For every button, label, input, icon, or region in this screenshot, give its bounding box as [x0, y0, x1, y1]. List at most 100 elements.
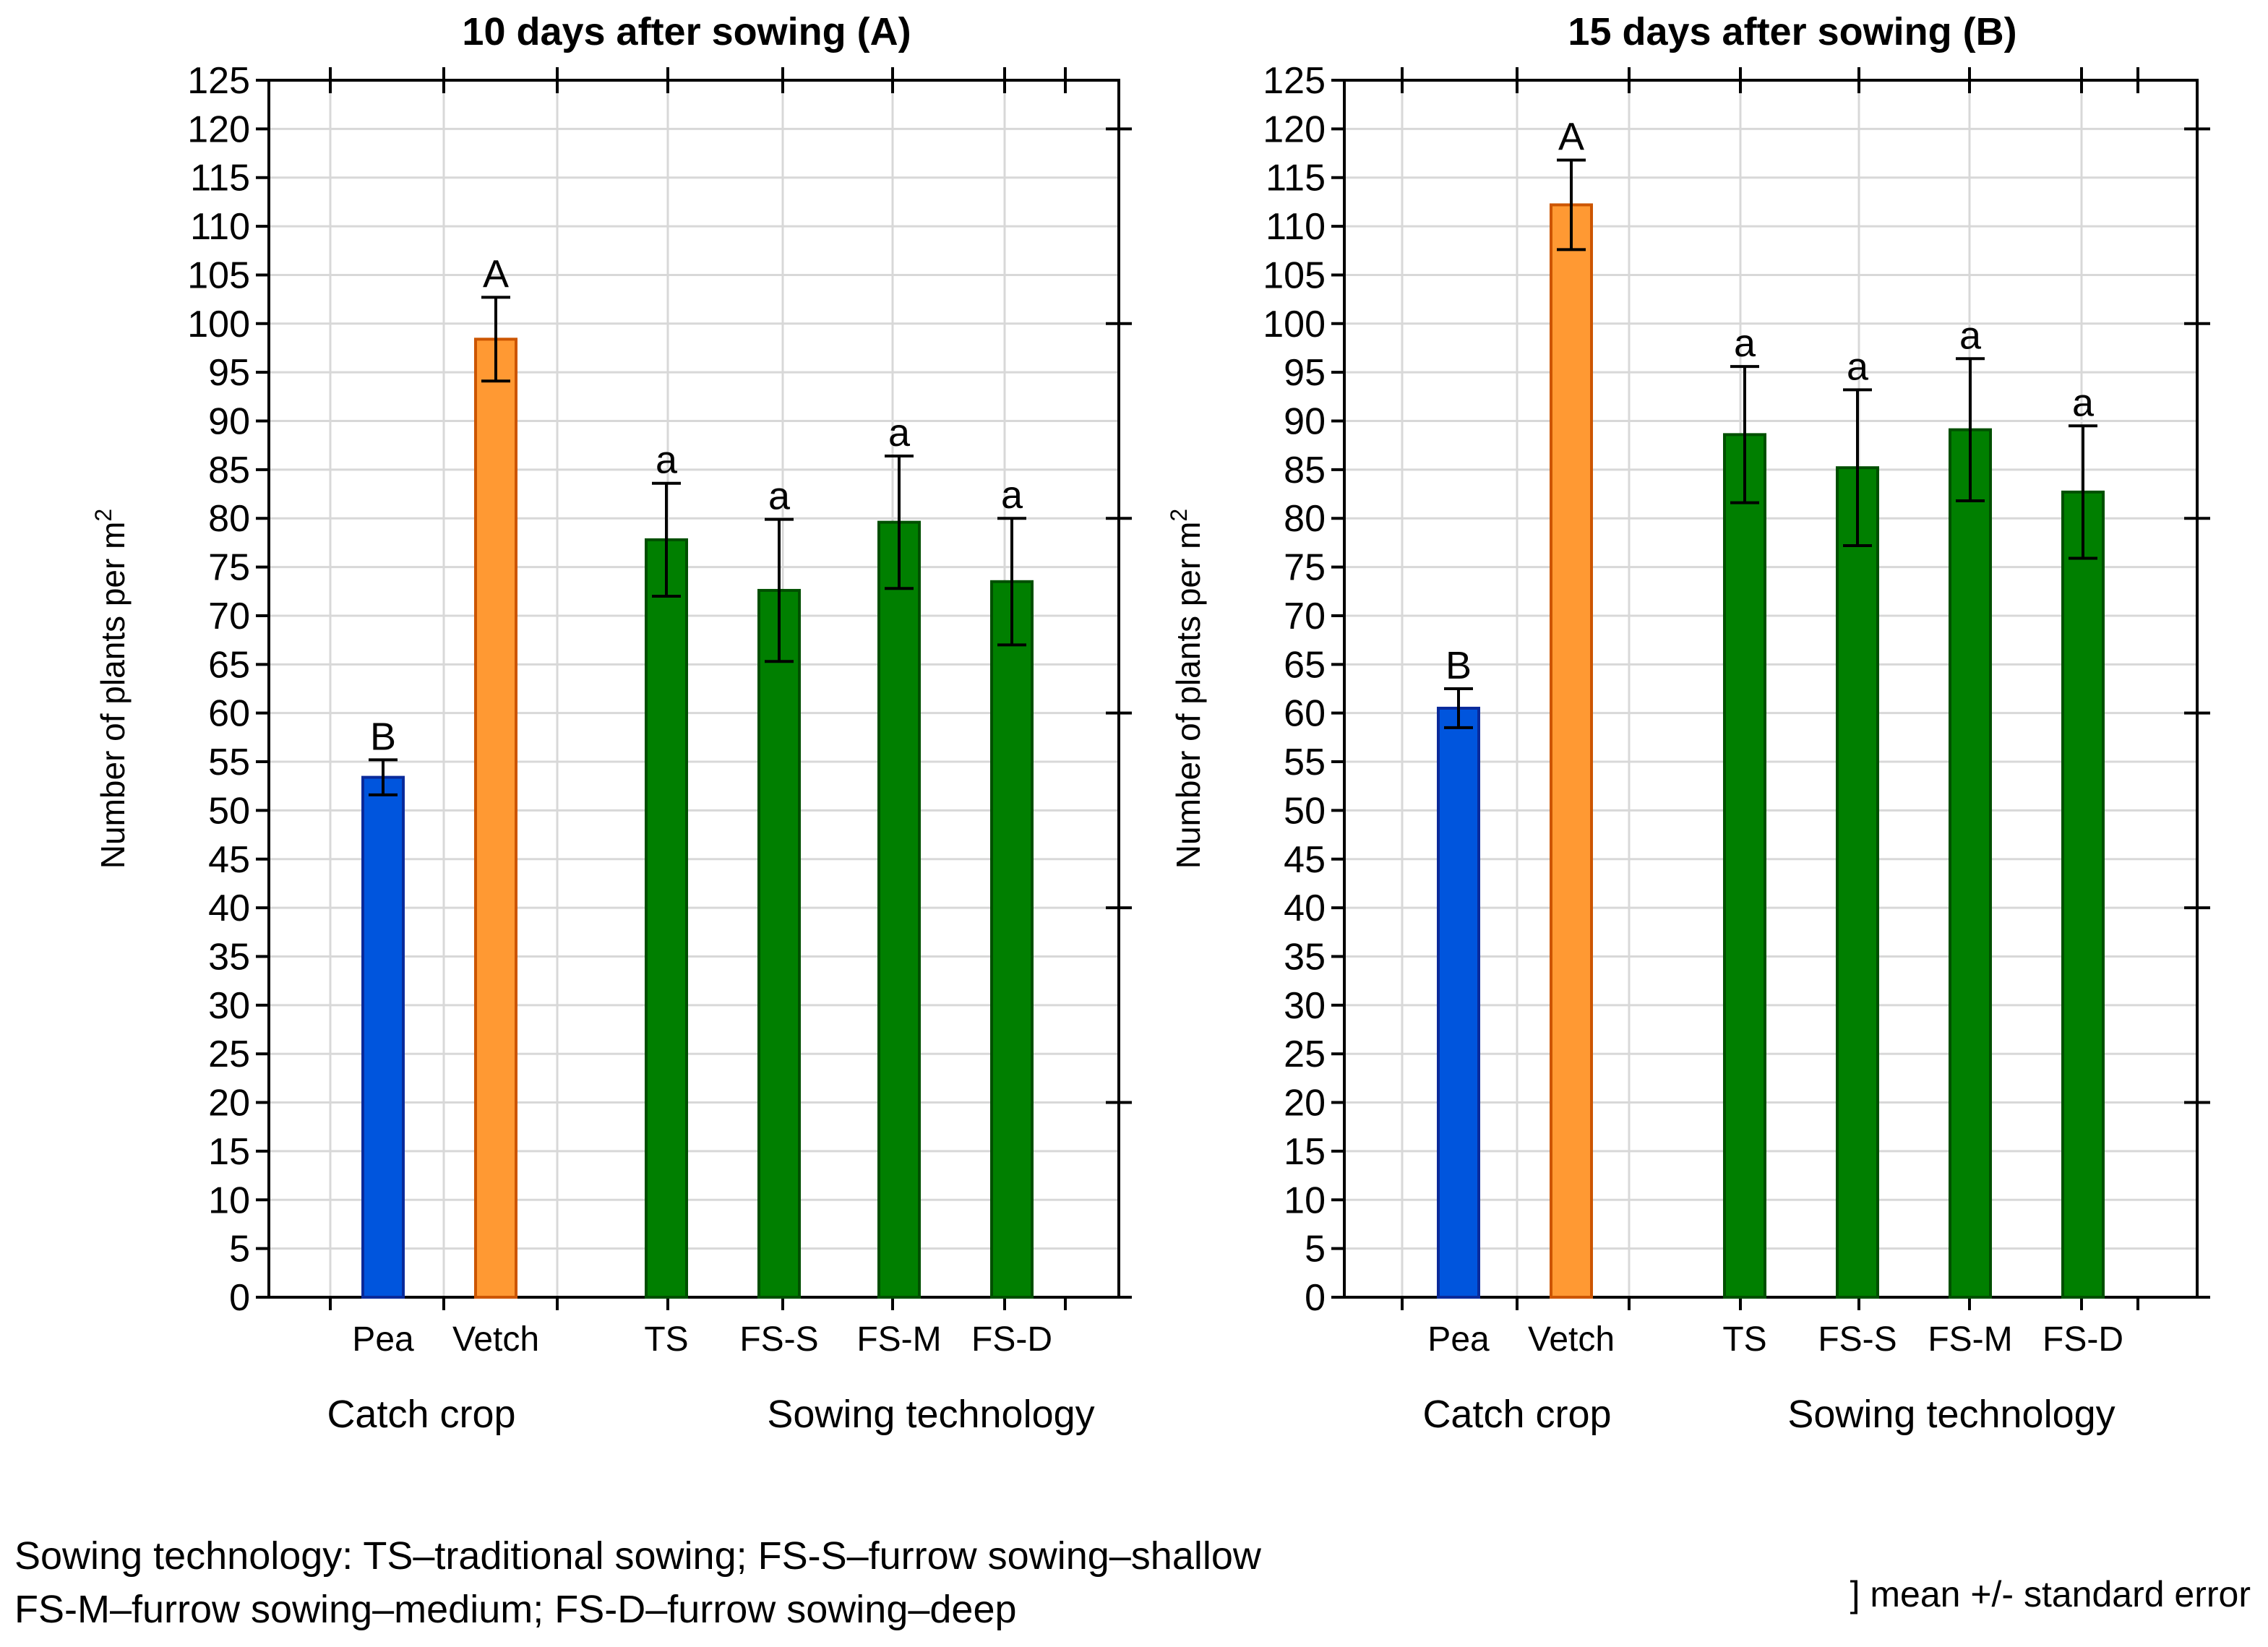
y-tick-label: 25 — [1284, 1033, 1326, 1075]
bar-fs-m — [1949, 428, 1992, 1299]
significance-letter: A — [483, 252, 509, 296]
y-tick-label: 55 — [208, 741, 250, 783]
bar-ts — [645, 538, 688, 1299]
y-tick-label: 40 — [208, 887, 250, 929]
x-tick-label: FS-M — [856, 1320, 941, 1359]
group-label: Sowing technology — [1787, 1393, 2115, 1436]
y-tick-label: 0 — [229, 1277, 250, 1319]
significance-letter: a — [888, 411, 911, 455]
bar-pea — [361, 775, 405, 1299]
x-tick-label: FS-D — [2043, 1320, 2123, 1359]
y-tick-label: 20 — [1284, 1083, 1326, 1124]
chart-panel-2: 0 5 10 15 20 25 30 35 40 45 50 55 60 65 70 75 80 85 90 95 10… — [1166, 10, 2210, 1436]
footnote-line-1: Sowing technology: TS–traditional sowing… — [14, 1534, 1261, 1578]
plot-frame — [267, 79, 1120, 1299]
x-tick-label: FS-S — [739, 1320, 818, 1359]
group-label: Catch crop — [1422, 1393, 1611, 1436]
y-tick-label: 85 — [1284, 450, 1326, 491]
y-tick-label: 60 — [1284, 693, 1326, 735]
y-tick-label: 55 — [1284, 741, 1326, 783]
y-tick-label: 10 — [1284, 1179, 1326, 1221]
y-tick-label: 35 — [1284, 936, 1326, 978]
y-tick-label: 105 — [187, 254, 250, 296]
y-tick-label: 75 — [208, 547, 250, 589]
bar-vetch — [1550, 203, 1593, 1299]
y-tick-label: 75 — [1284, 547, 1326, 589]
y-tick-label: 100 — [187, 304, 250, 345]
significance-letter: a — [1001, 473, 1023, 517]
bar-fs-d — [2061, 490, 2105, 1299]
y-tick-label: 70 — [208, 595, 250, 637]
y-tick-label: 35 — [208, 936, 250, 978]
bar-fs-s — [757, 588, 801, 1299]
footnote-line-2: FS-M–furrow sowing–medium; FS-D–furrow s… — [14, 1588, 1017, 1631]
group-label: Sowing technology — [767, 1393, 1094, 1436]
significance-letter: a — [1734, 322, 1756, 365]
y-tick-label: 95 — [208, 352, 250, 394]
y-tick-label: 65 — [208, 644, 250, 686]
x-tick-label: FS-S — [1818, 1320, 1897, 1359]
y-tick-label: 80 — [208, 498, 250, 540]
y-tick-label: 70 — [1284, 595, 1326, 637]
error-bar-legend: ] mean +/- standard error — [1850, 1574, 2251, 1614]
significance-letter: B — [1446, 644, 1472, 687]
bar-fs-d — [990, 580, 1034, 1299]
bar-vetch — [474, 337, 517, 1299]
bar-ts — [1723, 433, 1766, 1299]
y-tick-label: 50 — [208, 790, 250, 832]
y-tick-label: 45 — [208, 839, 250, 881]
y-axis-label: Number of plants per m2 — [1166, 509, 1207, 869]
y-tick-label: 5 — [1305, 1229, 1326, 1270]
y-tick-label: 65 — [1284, 644, 1326, 686]
y-tick-label: 15 — [208, 1131, 250, 1173]
bar-pea — [1437, 706, 1480, 1299]
y-tick-label: 30 — [1284, 985, 1326, 1027]
y-tick-label: 20 — [208, 1083, 250, 1124]
y-tick-label: 25 — [208, 1033, 250, 1075]
y-tick-label: 110 — [190, 206, 250, 248]
y-tick-label: 125 — [187, 60, 250, 102]
significance-letter: a — [656, 439, 678, 482]
bar-fs-m — [877, 520, 921, 1299]
chart-title: 15 days after sowing (B) — [1568, 10, 2016, 53]
y-tick-label: 90 — [208, 401, 250, 443]
y-tick-label: 115 — [190, 158, 250, 199]
y-tick-label: 10 — [208, 1179, 250, 1221]
y-tick-label: 60 — [208, 693, 250, 735]
y-tick-label: 45 — [1284, 839, 1326, 881]
significance-letter: a — [2072, 381, 2095, 424]
x-tick-label: Vetch — [452, 1320, 539, 1359]
x-tick-label: Pea — [1427, 1320, 1490, 1359]
y-tick-label: 115 — [1266, 158, 1326, 199]
y-tick-label: 85 — [208, 450, 250, 491]
x-tick-label: Vetch — [1528, 1320, 1615, 1359]
chart-title: 10 days after sowing (A) — [462, 10, 911, 53]
y-tick-label: 30 — [208, 985, 250, 1027]
x-tick-label: FS-D — [971, 1320, 1052, 1359]
y-tick-label: 0 — [1305, 1277, 1326, 1319]
y-axis-label: Number of plants per m2 — [90, 509, 132, 869]
bar-fs-s — [1836, 466, 1879, 1299]
significance-letter: B — [370, 715, 396, 758]
y-tick-label: 95 — [1284, 352, 1326, 394]
plot-frame — [1343, 79, 2199, 1299]
y-tick-label: 50 — [1284, 790, 1326, 832]
y-tick-label: 80 — [1284, 498, 1326, 540]
significance-letter: a — [1847, 345, 1869, 388]
y-tick-label: 15 — [1284, 1131, 1326, 1173]
x-tick-label: TS — [644, 1320, 688, 1359]
y-tick-label: 90 — [1284, 401, 1326, 443]
chart-panel-1: 0 5 10 15 20 25 30 35 40 45 50 55 60 65 70 75 80 85 90 95 10… — [90, 10, 1132, 1436]
y-tick-label: 110 — [1266, 206, 1326, 248]
group-label: Catch crop — [327, 1393, 515, 1436]
x-tick-label: Pea — [352, 1320, 414, 1359]
significance-letter: A — [1558, 115, 1584, 158]
y-tick-label: 5 — [229, 1229, 250, 1270]
x-tick-label: TS — [1722, 1320, 1766, 1359]
significance-letter: a — [1959, 314, 1982, 357]
y-tick-label: 100 — [1263, 304, 1326, 345]
y-tick-label: 120 — [187, 108, 250, 150]
x-tick-label: FS-M — [1928, 1320, 2012, 1359]
y-tick-label: 120 — [1263, 108, 1326, 150]
